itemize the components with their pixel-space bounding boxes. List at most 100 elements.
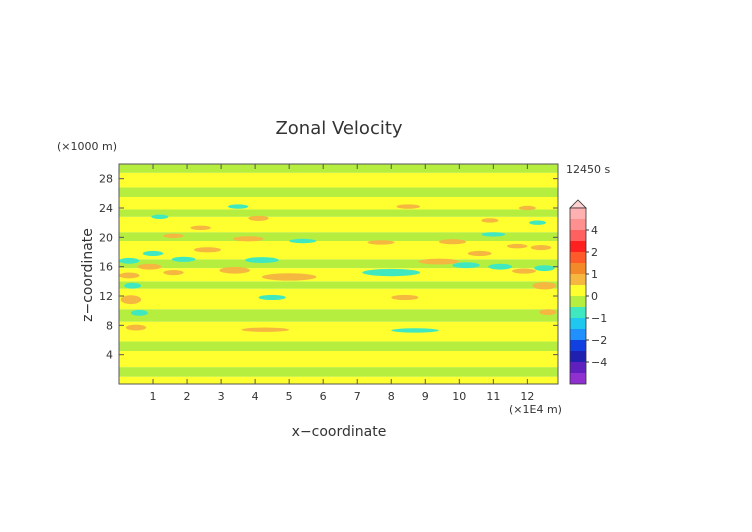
field-band — [119, 309, 558, 322]
field-band — [119, 172, 558, 188]
field-band — [119, 321, 558, 342]
y-tick-label: 12 — [99, 290, 113, 303]
field-band — [119, 259, 558, 269]
colorbar-bin — [570, 208, 586, 219]
field-band — [119, 367, 558, 377]
time-label: 12450 s — [566, 163, 610, 176]
field-band — [119, 241, 558, 260]
field-anomaly — [124, 282, 142, 289]
y-tick-label: 4 — [106, 349, 113, 362]
colorbar-bin — [570, 307, 586, 318]
x-tick-label: 10 — [452, 390, 466, 403]
field-band — [119, 164, 558, 173]
field-anomaly — [244, 257, 279, 264]
field-anomaly — [137, 263, 162, 270]
x-tick-label: 2 — [184, 390, 191, 403]
x-tick-label: 9 — [422, 390, 429, 403]
field-anomaly — [171, 256, 196, 262]
field-anomaly — [289, 238, 317, 244]
field-anomaly — [119, 272, 140, 279]
field-anomaly — [362, 268, 421, 277]
field-anomaly — [163, 269, 184, 276]
field-anomaly — [391, 328, 439, 333]
colorbar-tick-label: −4 — [591, 356, 607, 369]
field-anomaly — [506, 243, 528, 249]
colorbar-tick-label: 2 — [591, 246, 598, 259]
field-anomaly — [130, 309, 148, 316]
colorbar-bin — [570, 318, 586, 329]
y-tick-label: 8 — [106, 319, 113, 332]
field-anomaly — [227, 204, 249, 209]
field-anomaly — [120, 295, 142, 305]
x-axis-ticks: 1 2 3 4 5 6 7 8 9 10 11 12 — [150, 164, 534, 403]
field-anomaly — [125, 324, 147, 331]
field-anomaly — [151, 214, 169, 219]
y-tick-label: 28 — [99, 173, 113, 186]
x-tick-label: 8 — [388, 390, 395, 403]
y-axis-ticks: 4 8 12 16 20 24 28 — [99, 173, 558, 362]
field-anomaly — [467, 250, 492, 257]
colorbar-bin — [570, 241, 586, 252]
x-tick-label: 3 — [218, 390, 225, 403]
colorbar-tick-label: −2 — [591, 334, 607, 347]
field-band — [119, 209, 558, 217]
plot-frame — [118, 163, 559, 385]
field-band — [119, 288, 558, 310]
x-tick-label: 1 — [150, 390, 157, 403]
field-anomaly — [248, 215, 269, 221]
field-anomaly — [193, 247, 222, 253]
x-tick-label: 4 — [252, 390, 259, 403]
field-band — [119, 187, 558, 197]
colorbar-tick-label: 4 — [591, 224, 598, 237]
colorbar-arrow — [569, 199, 587, 209]
y-tick-label: 20 — [99, 231, 113, 244]
colorbar-bin — [570, 274, 586, 285]
field-anomaly — [539, 309, 557, 316]
field-anomaly — [367, 240, 395, 245]
field-anomaly — [261, 273, 317, 281]
x-tick-label: 12 — [520, 390, 534, 403]
field-anomaly — [396, 204, 421, 209]
colorbar-bin — [570, 219, 586, 230]
field-anomaly — [530, 245, 552, 251]
x-tick-label: 7 — [354, 390, 361, 403]
field-anomaly — [241, 327, 290, 332]
x-tick-label: 5 — [286, 390, 293, 403]
colorbar-tick-label: 1 — [591, 268, 598, 281]
colorbar: 4 2 1 0 −1 −2 −4 — [569, 199, 607, 385]
y-unit-label: (×1000 m) — [57, 140, 117, 153]
y-axis-label: z−coordinate — [80, 228, 96, 322]
field-band — [119, 376, 558, 384]
colorbar-bin — [570, 252, 586, 263]
field-anomaly — [481, 232, 506, 237]
chart-title: Zonal Velocity — [275, 118, 402, 139]
field-anomaly — [534, 265, 555, 272]
x-tick-label: 11 — [486, 390, 500, 403]
x-axis-label: x−coordinate — [292, 424, 387, 440]
colorbar-bin — [570, 329, 586, 340]
field-anomaly — [190, 225, 211, 230]
y-tick-label: 24 — [99, 202, 113, 215]
field-anomaly — [233, 236, 264, 242]
field-anomaly — [219, 267, 251, 274]
field-anomaly — [481, 218, 499, 223]
field-anomaly — [512, 268, 536, 274]
field-anomaly — [119, 257, 140, 264]
field-anomaly — [532, 282, 557, 290]
colorbar-bin — [570, 296, 586, 307]
field-band — [119, 232, 558, 241]
x-tick-label: 6 — [320, 390, 327, 403]
field-anomaly — [452, 262, 480, 269]
field-anomaly — [163, 233, 184, 239]
field-anomaly — [258, 294, 286, 301]
x-unit-label: (×1E4 m) — [509, 403, 562, 416]
y-tick-label: 16 — [99, 261, 113, 274]
field-anomaly — [391, 294, 419, 301]
field-anomaly — [529, 220, 547, 225]
colorbar-bin — [570, 340, 586, 351]
field-band — [119, 281, 558, 289]
colorbar-bin — [570, 263, 586, 274]
colorbar-bin — [570, 373, 586, 384]
field-band — [119, 341, 558, 351]
